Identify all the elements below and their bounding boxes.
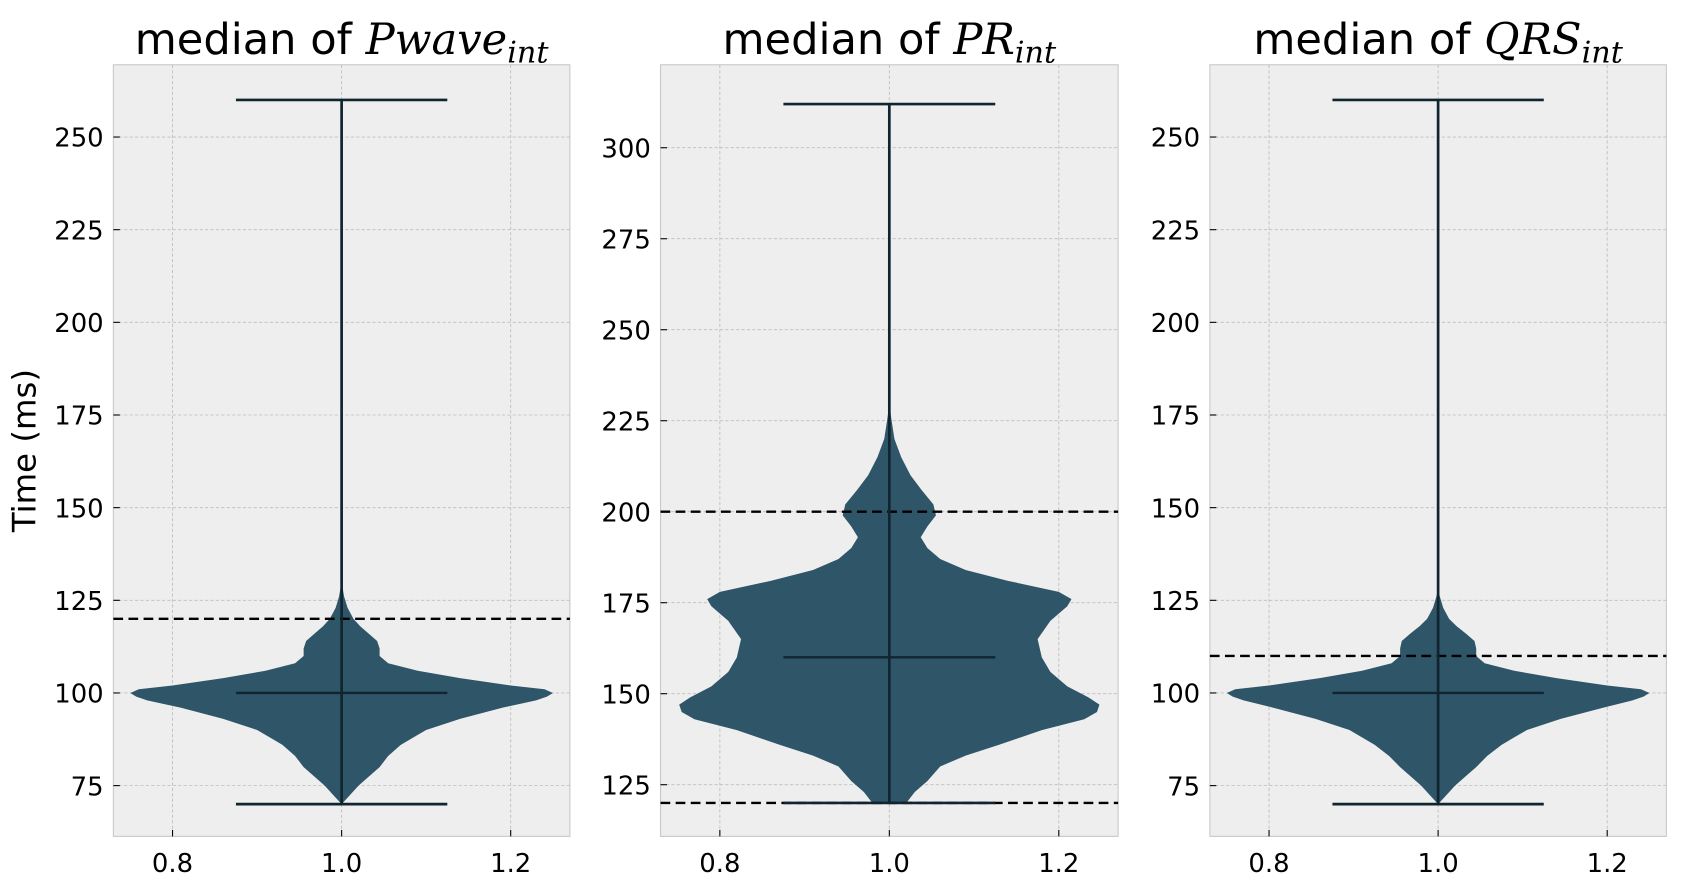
subplot-2: 0.8 1.0 1.2 125 150 175 200 225 250 275 300 median … — [601, 15, 1119, 879]
y-tick-label: 225 — [601, 407, 650, 437]
y-tick-label: 150 — [54, 494, 103, 524]
x-tick-label: 0.8 — [152, 849, 193, 879]
title-variable: QRS — [1484, 15, 1581, 65]
y-axis-label: Time (ms) — [6, 369, 44, 533]
y-tick-label: 75 — [1167, 772, 1200, 802]
x-tick-label: 1.2 — [1587, 849, 1628, 879]
title-variable: Pwave — [365, 15, 508, 65]
y-tick-label: 200 — [54, 309, 103, 339]
y-tick-label: 250 — [54, 124, 103, 154]
y-tick-label: 150 — [601, 680, 650, 710]
y-tick-label: 250 — [601, 316, 650, 346]
y-tick-label: 200 — [1151, 309, 1200, 339]
y-tick-label: 225 — [54, 216, 103, 246]
x-tick-label: 1.0 — [321, 849, 362, 879]
y-tick-label: 275 — [601, 225, 650, 255]
x-tick-label: 0.8 — [1248, 849, 1289, 879]
y-tick-label: 125 — [601, 771, 650, 801]
title-subscript: int — [1015, 36, 1057, 71]
x-tick-label: 1.0 — [869, 849, 910, 879]
x-tick-label: 1.0 — [1418, 849, 1459, 879]
y-tick-label: 100 — [1151, 680, 1200, 710]
y-tick-label: 200 — [601, 498, 650, 528]
title-prefix: median of — [135, 15, 366, 65]
y-tick-label: 225 — [1151, 216, 1200, 246]
subplot-title: median of PRint — [723, 15, 1057, 71]
y-tick-label: 175 — [601, 589, 650, 619]
y-tick-label: 300 — [601, 134, 650, 164]
title-subscript: int — [507, 36, 549, 71]
subplot-3: 0.8 1.0 1.2 75 100 125 150 175 200 225 250 median o… — [1151, 15, 1667, 879]
y-tick-label: 175 — [1151, 402, 1200, 432]
subplot-title: median of Pwaveint — [135, 15, 550, 71]
x-tick-label: 0.8 — [699, 849, 740, 879]
y-tick-label: 250 — [1151, 124, 1200, 154]
title-subscript: int — [1582, 36, 1624, 71]
title-prefix: median of — [723, 15, 954, 65]
x-tick-label: 1.2 — [490, 849, 531, 879]
subplot-1: 0.8 1.0 1.2 75 100 125 150 175 200 225 250 median o… — [6, 15, 571, 879]
x-tick-label: 1.2 — [1038, 849, 1079, 879]
y-tick-label: 125 — [1151, 587, 1200, 617]
y-tick-label: 75 — [71, 772, 104, 802]
title-variable: PR — [952, 15, 1015, 65]
subplot-title: median of QRSint — [1253, 15, 1623, 71]
y-tick-label: 125 — [54, 587, 103, 617]
y-tick-label: 100 — [54, 680, 103, 710]
title-prefix: median of — [1253, 15, 1484, 65]
y-tick-label: 150 — [1151, 494, 1200, 524]
y-tick-label: 175 — [54, 402, 103, 432]
